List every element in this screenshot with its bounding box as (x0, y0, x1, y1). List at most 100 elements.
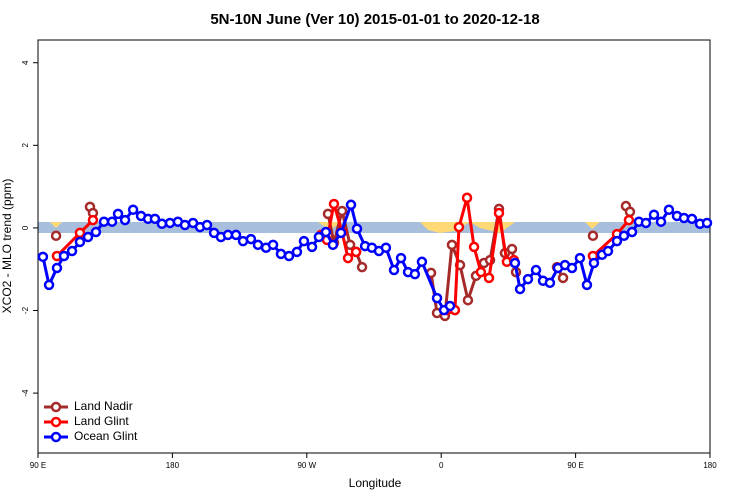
legend-label: Land Nadir (74, 399, 133, 413)
point (701, 217, 713, 229)
point (475, 266, 487, 278)
legend-label: Land Glint (74, 414, 129, 428)
point (245, 233, 257, 245)
point (320, 226, 332, 238)
point (350, 246, 362, 258)
point (640, 217, 652, 229)
point (74, 236, 86, 248)
point (686, 213, 698, 225)
point (544, 277, 556, 289)
y-tick-label: -2 (21, 306, 30, 314)
point (164, 217, 176, 229)
point (624, 206, 636, 218)
y-axis-label: XCO2 - MLO trend (ppm) (0, 179, 14, 314)
point (201, 219, 213, 231)
point (462, 294, 474, 306)
point (611, 235, 623, 247)
point (506, 243, 518, 255)
legend-marker (50, 431, 62, 443)
point (574, 252, 586, 264)
point (43, 279, 55, 291)
legend-label: Ocean Glint (74, 429, 138, 443)
land-region (585, 222, 600, 229)
point (98, 216, 110, 227)
point (298, 235, 310, 247)
point (37, 251, 49, 263)
point (522, 273, 534, 285)
reference-band (38, 222, 710, 233)
point (626, 226, 638, 238)
point (431, 292, 443, 304)
point (623, 214, 635, 226)
x-tick-label: 90 W (297, 461, 316, 470)
point (66, 245, 78, 257)
point (444, 300, 456, 312)
point (648, 209, 660, 220)
point (509, 257, 521, 269)
point (446, 239, 458, 251)
point (58, 250, 70, 262)
point (313, 231, 325, 243)
point (588, 257, 600, 269)
point (663, 204, 675, 215)
point (275, 248, 287, 260)
point (119, 214, 131, 226)
point (581, 279, 593, 291)
point (306, 241, 318, 253)
point (327, 239, 339, 251)
point (252, 239, 264, 251)
series-line (447, 197, 515, 312)
x-tick-label: 0 (439, 461, 444, 470)
x-axis-label: Longitude (349, 476, 402, 490)
point (344, 239, 356, 251)
point (267, 239, 279, 251)
point (106, 216, 118, 227)
point (336, 205, 348, 217)
point (222, 229, 234, 241)
land-region (420, 222, 515, 233)
point (112, 208, 124, 220)
point (156, 218, 168, 230)
point (179, 219, 191, 231)
point (587, 230, 599, 242)
legend-marker (50, 416, 62, 428)
point (380, 242, 392, 253)
y-tick-label: 2 (21, 143, 30, 148)
point (291, 246, 303, 258)
y-tick-label: 0 (21, 225, 30, 230)
point (483, 272, 495, 284)
point (356, 261, 368, 273)
point (388, 264, 400, 276)
point (127, 204, 139, 215)
x-tick-label: 180 (166, 461, 180, 470)
point (530, 264, 542, 276)
point (655, 216, 667, 227)
point (335, 227, 347, 239)
plot-frame (37, 39, 711, 454)
legend-marker (50, 401, 62, 413)
point (618, 230, 630, 242)
point (395, 252, 407, 264)
point (90, 226, 102, 238)
point (51, 262, 63, 274)
x-tick-label: 90 E (30, 461, 46, 470)
point (74, 227, 86, 239)
point (82, 231, 94, 243)
point (468, 241, 480, 253)
point (351, 223, 363, 234)
y-tick-label: -4 (21, 389, 30, 397)
point (328, 198, 340, 210)
point (514, 283, 526, 295)
y-tick-label: 4 (21, 60, 30, 65)
land-region (50, 222, 62, 228)
point (602, 245, 614, 257)
point (345, 199, 357, 211)
x-tick-label: 180 (703, 461, 717, 470)
point (453, 221, 465, 233)
point (87, 214, 99, 226)
point (230, 229, 242, 241)
x-tick-label: 90 E (567, 461, 583, 470)
point (149, 213, 161, 225)
point (283, 250, 295, 262)
